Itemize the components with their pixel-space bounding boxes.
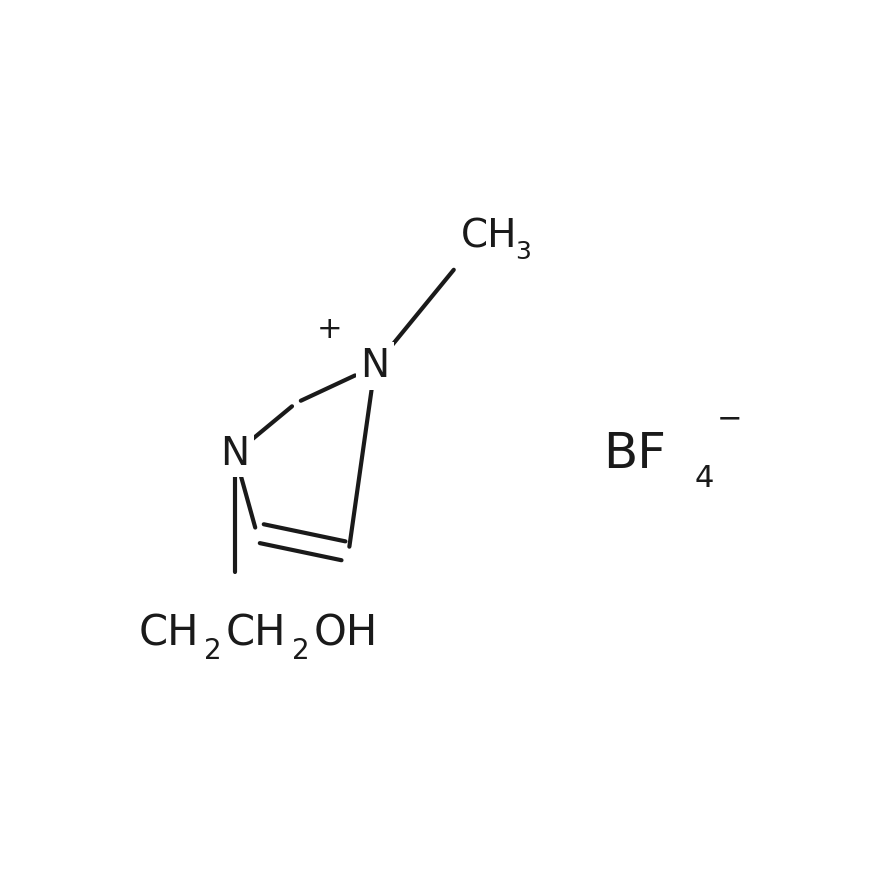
Text: BF: BF — [603, 430, 666, 478]
Text: N: N — [220, 434, 249, 473]
Text: 4: 4 — [695, 464, 714, 493]
Text: CH: CH — [461, 217, 517, 255]
Text: 2: 2 — [292, 637, 310, 665]
Text: −: − — [716, 404, 742, 433]
Text: N: N — [360, 347, 390, 385]
Text: CH: CH — [138, 612, 198, 654]
Text: OH: OH — [313, 612, 378, 654]
Text: CH: CH — [226, 612, 287, 654]
Text: 2: 2 — [204, 637, 222, 665]
Text: +: + — [317, 315, 342, 344]
Text: 3: 3 — [515, 240, 531, 264]
